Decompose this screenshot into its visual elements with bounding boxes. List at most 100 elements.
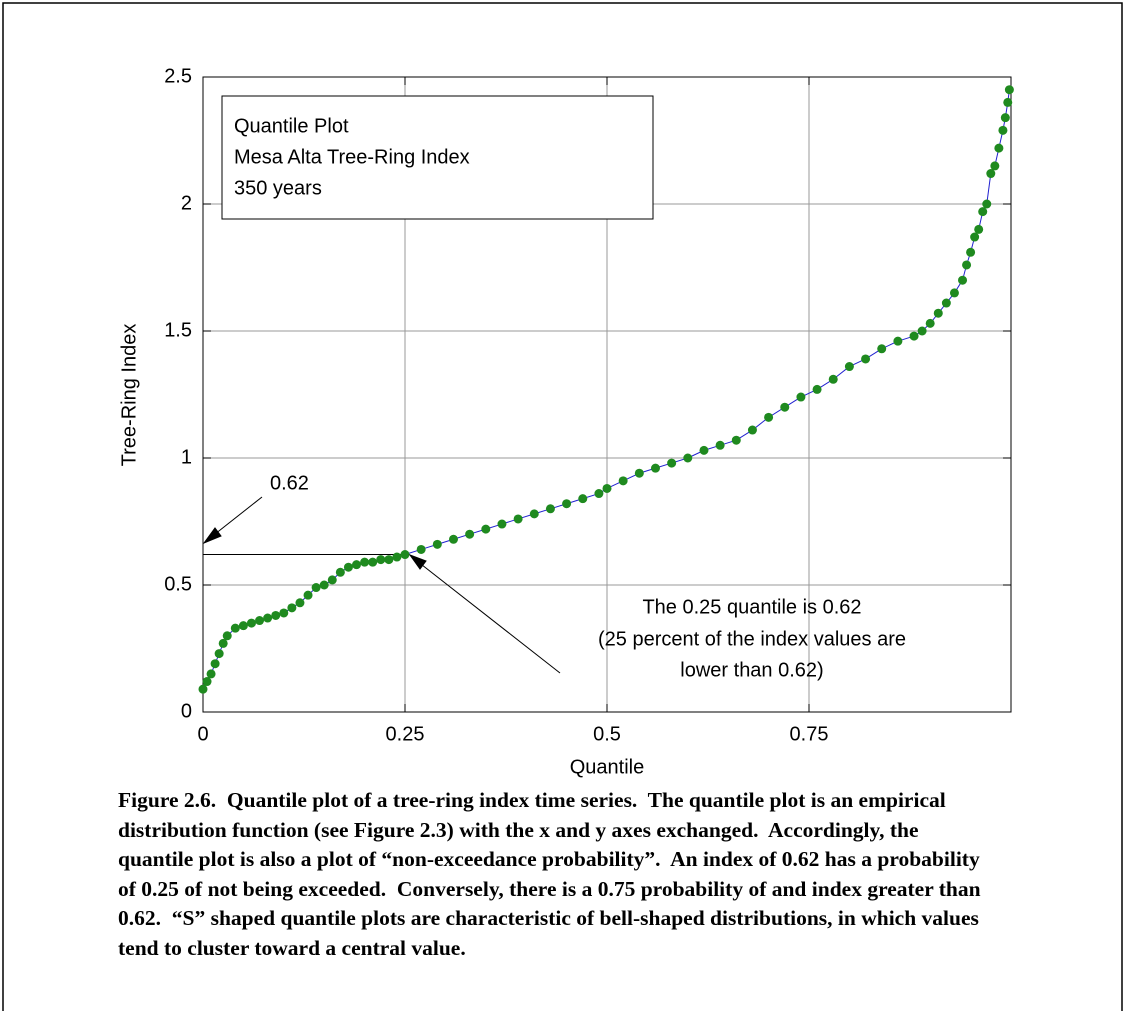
x-tick-label: 0	[197, 723, 208, 745]
y-tick-label: 1	[181, 446, 192, 468]
data-point	[844, 362, 854, 372]
data-point	[909, 331, 919, 341]
data-point	[513, 514, 523, 524]
data-point	[198, 684, 208, 694]
data-point	[780, 402, 790, 412]
data-point	[994, 143, 1004, 153]
arrow-head	[408, 553, 427, 570]
data-point	[287, 603, 297, 613]
data-point	[376, 555, 386, 565]
data-point	[263, 613, 273, 623]
data-point	[222, 631, 232, 641]
text-box	[221, 95, 654, 220]
data-point	[432, 539, 442, 549]
x-tick-label: 0.25	[386, 723, 425, 745]
data-point	[764, 412, 774, 422]
data-point	[699, 445, 709, 455]
data-point	[978, 207, 988, 217]
data-point	[650, 463, 660, 473]
data-point	[335, 567, 345, 577]
data-point	[529, 509, 539, 519]
data-point	[893, 336, 903, 346]
data-point	[319, 580, 329, 590]
data-point	[731, 435, 741, 445]
data-point	[295, 598, 305, 608]
data-point	[206, 669, 216, 679]
data-point	[970, 232, 980, 242]
data-point	[998, 125, 1008, 135]
annotation: 0.62	[270, 472, 309, 494]
annotation: lower than 0.62)	[680, 659, 823, 681]
data-point	[497, 519, 507, 529]
data-point	[747, 425, 757, 435]
data-point	[966, 247, 976, 257]
annotation: The 0.25 quantile is 0.62	[642, 596, 861, 618]
data-point	[974, 224, 984, 234]
data-point	[796, 392, 806, 402]
data-point	[368, 557, 378, 567]
caption-line: quantile plot is also a plot of “non-exc…	[118, 847, 980, 872]
annotation: (25 percent of the index values are	[598, 628, 906, 650]
data-point	[327, 575, 337, 585]
data-point	[343, 562, 353, 572]
data-point	[202, 677, 212, 687]
y-tick-label: 0.5	[164, 573, 192, 595]
data-point	[210, 659, 220, 669]
data-point	[384, 555, 394, 565]
data-point	[230, 623, 240, 633]
arrow	[209, 496, 263, 539]
data-point	[958, 275, 968, 285]
data-point	[602, 483, 612, 493]
data-point	[941, 298, 951, 308]
data-point	[933, 308, 943, 318]
y-tick-label: 2.5	[164, 65, 192, 87]
data-point	[271, 610, 281, 620]
data-point	[667, 458, 677, 468]
data-point	[715, 440, 725, 450]
data-point	[877, 344, 887, 354]
arrows	[202, 496, 561, 674]
data-point	[303, 590, 313, 600]
caption: Figure 2.6. Quantile plot of a tree-ring…	[118, 786, 981, 964]
x-tick-label: 0.75	[790, 723, 829, 745]
x-axis-label: Quantile	[570, 756, 645, 778]
x-tick-label: 0.5	[593, 723, 621, 745]
data-point	[1000, 113, 1010, 123]
y-tick-label: 0	[181, 700, 192, 722]
data-point	[246, 618, 256, 628]
data-point	[982, 199, 992, 209]
data-point	[962, 260, 972, 270]
y-axis-label: Tree-Ring Index	[118, 324, 140, 467]
caption-line: Figure 2.6. Quantile plot of a tree-ring…	[118, 788, 946, 812]
data-point	[949, 288, 959, 298]
data-point	[562, 499, 572, 509]
caption-line: tend to cluster toward a central value.	[118, 935, 466, 960]
data-point	[218, 638, 228, 648]
data-point	[618, 476, 628, 486]
data-point	[917, 326, 927, 336]
data-point	[214, 649, 224, 659]
data-point	[400, 550, 410, 560]
text-box-line: Quantile Plot	[234, 115, 349, 137]
text-box-line: 350 years	[234, 177, 322, 199]
data-point	[255, 616, 265, 626]
data-point	[360, 557, 370, 567]
text-box-line: Mesa Alta Tree-Ring Index	[234, 146, 470, 168]
data-point	[465, 529, 475, 539]
arrow-head	[202, 527, 222, 545]
data-point	[812, 384, 822, 394]
data-point	[352, 560, 362, 570]
data-point	[1004, 85, 1014, 95]
data-point	[578, 494, 588, 504]
data-point	[594, 489, 604, 499]
data-point	[990, 161, 1000, 171]
arrow	[416, 560, 561, 674]
data-point	[311, 583, 321, 593]
data-point	[448, 534, 458, 544]
data-point	[634, 468, 644, 478]
data-point	[238, 621, 248, 631]
data-point	[986, 169, 996, 179]
data-point	[392, 552, 402, 562]
